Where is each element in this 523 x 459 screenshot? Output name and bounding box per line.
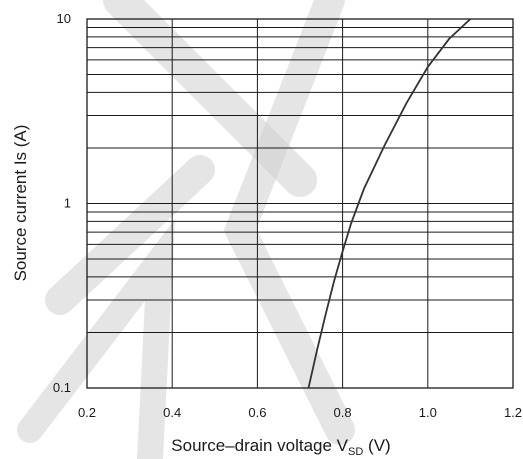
y-axis-ticks: 0.1 1 10 (53, 11, 71, 395)
watermark (17, 0, 355, 459)
x-tick-label: 0.2 (78, 405, 96, 420)
series-line (307, 18, 472, 389)
series-layer (307, 18, 472, 389)
y-axis-label: Source current Is (A) (11, 125, 30, 282)
plot-frame (86, 18, 514, 389)
x-tick-label: 0.6 (248, 405, 266, 420)
y-tick-label: 10 (57, 11, 71, 26)
y-tick-label: 1 (64, 196, 71, 211)
x-tick-label: 0.8 (334, 405, 352, 420)
x-tick-label: 0.4 (163, 405, 181, 420)
x-axis-label-main: Source–drain voltage V (171, 436, 348, 455)
plot-grid (86, 19, 514, 389)
x-axis-label-suffix: (V) (363, 436, 390, 455)
x-tick-label: 1.2 (504, 405, 522, 420)
y-tick-label: 0.1 (53, 380, 71, 395)
x-axis-label-subscript: SD (348, 446, 363, 458)
x-axis-ticks: 0.2 0.4 0.6 0.8 1.0 1.2 (78, 405, 522, 420)
x-tick-label: 1.0 (419, 405, 437, 420)
x-axis-label: Source–drain voltage VSD (V) (171, 436, 390, 458)
